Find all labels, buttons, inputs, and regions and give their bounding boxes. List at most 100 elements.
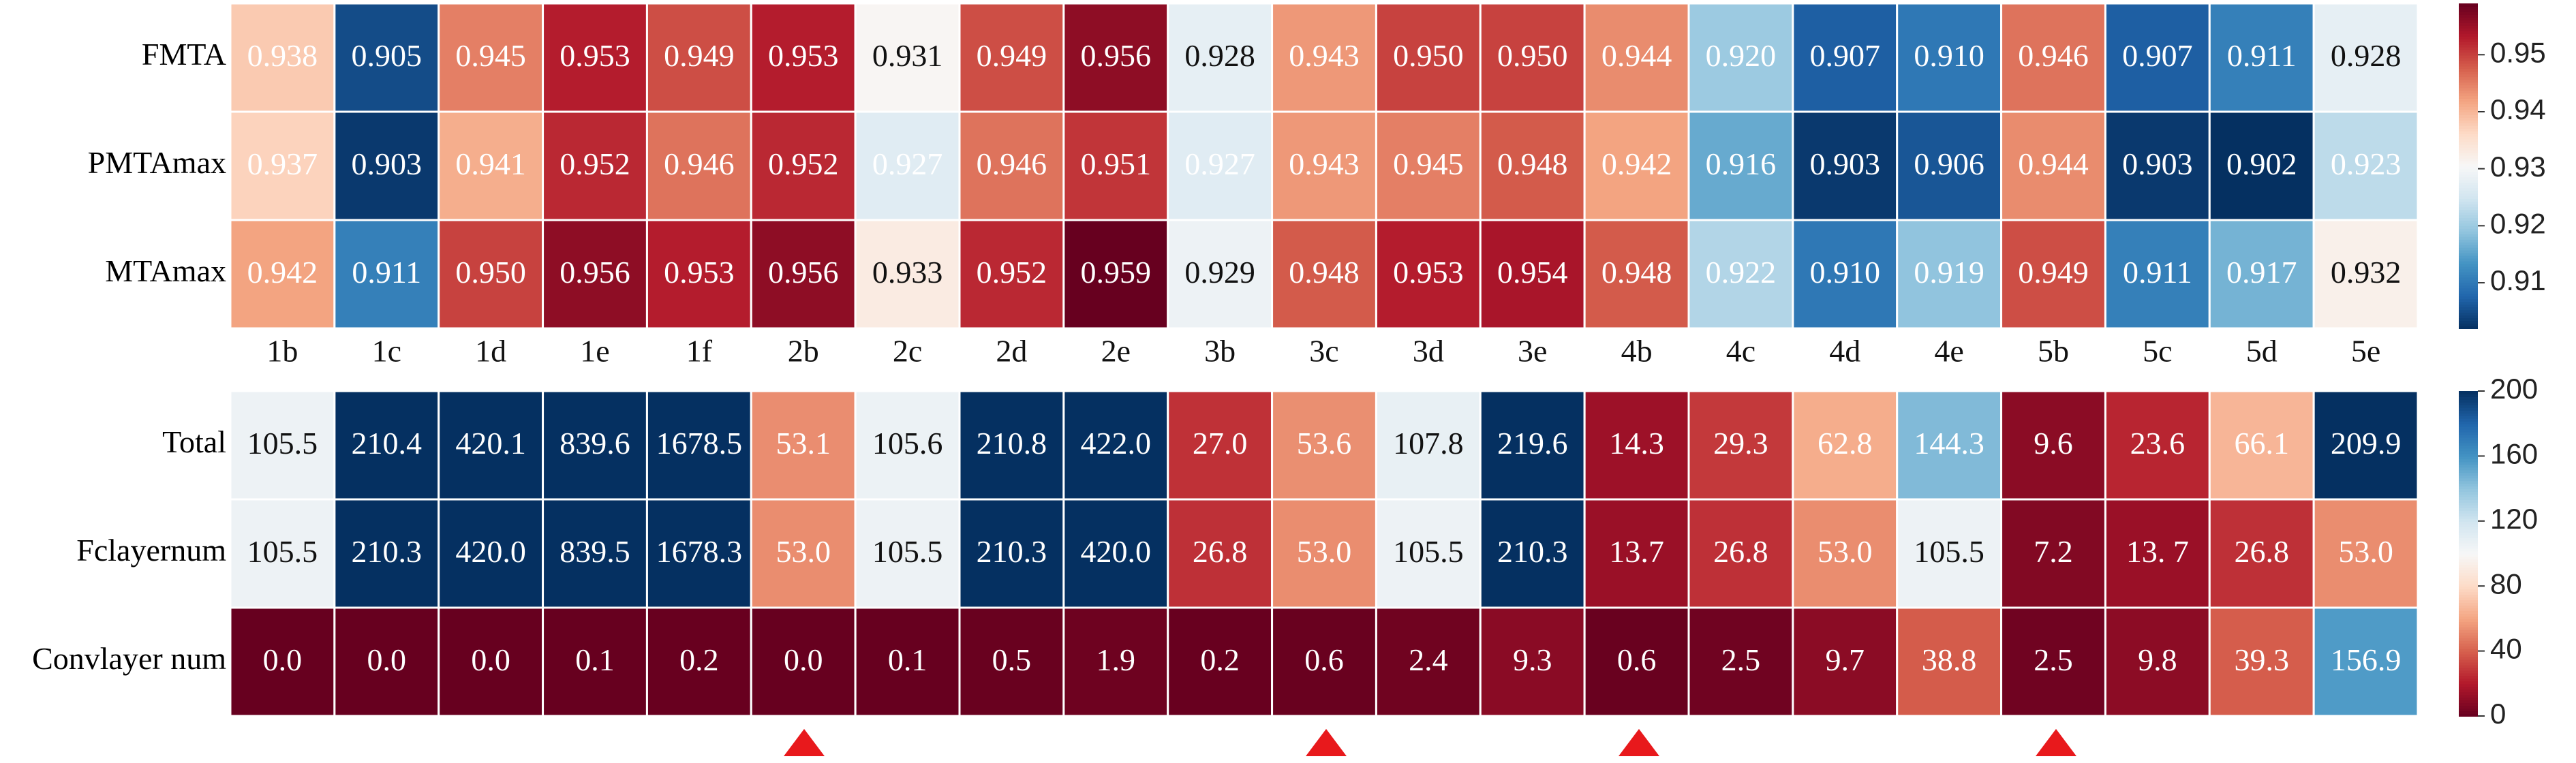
colorbar-segment xyxy=(2459,101,2478,105)
cell-label: 26.8 xyxy=(1713,534,1768,569)
colorbar-segment xyxy=(2459,160,2478,164)
colorbar-segment xyxy=(2459,266,2478,270)
heatmap-cell xyxy=(750,2,857,113)
heatmap-cell xyxy=(2000,390,2106,501)
heatmap-cell xyxy=(1271,498,1377,609)
colorbar-segment xyxy=(2459,155,2478,159)
heatmap-cell xyxy=(542,606,648,717)
heatmap-cell xyxy=(333,606,440,717)
colorbar-segment xyxy=(2459,580,2478,585)
heatmap-cell xyxy=(1792,606,1899,717)
colorbar-segment xyxy=(2459,298,2478,302)
colorbar-segment xyxy=(2459,274,2478,278)
column-label: 3d xyxy=(1413,334,1444,369)
column-label: 3e xyxy=(1518,334,1547,369)
colorbar-segment xyxy=(2459,74,2478,78)
colorbar-segment xyxy=(2459,76,2478,80)
colorbar-segment xyxy=(2459,258,2478,262)
cell-label: 0.922 xyxy=(1706,255,1777,290)
cell-label: 0.911 xyxy=(352,255,421,290)
colorbar-segment xyxy=(2459,475,2478,479)
heatmap-cell xyxy=(229,110,336,221)
cell-label: 144.3 xyxy=(1914,426,1984,461)
heatmap-cell xyxy=(542,110,648,221)
colorbar-segment xyxy=(2459,312,2478,316)
colorbar-segment xyxy=(2459,204,2478,208)
colorbar-segment xyxy=(2459,104,2478,108)
colorbar-segment xyxy=(2459,87,2478,91)
colorbar-segment xyxy=(2459,179,2478,183)
colorbar-segment xyxy=(2459,201,2478,205)
cell-label: 210.3 xyxy=(1497,534,1568,569)
heatmap-cell xyxy=(2312,2,2419,113)
cell-label: 0.928 xyxy=(2331,38,2402,73)
colorbar-segment xyxy=(2459,488,2478,493)
colorbar-segment xyxy=(2459,420,2478,424)
cell-label: 0.1 xyxy=(888,642,927,677)
column-label: 3c xyxy=(1309,334,1338,369)
cell-label: 0.952 xyxy=(559,146,630,181)
colorbar-segment xyxy=(2459,171,2478,175)
colorbar-segment xyxy=(2459,409,2478,414)
colorbar-segment xyxy=(2459,589,2478,593)
colorbar-segment xyxy=(2459,483,2478,487)
colorbar-segment xyxy=(2459,95,2478,99)
column-label: 4b xyxy=(1621,334,1653,369)
colorbar-segment xyxy=(2459,79,2478,83)
cell-label: 0.946 xyxy=(977,146,1047,181)
colorbar-segment xyxy=(2459,220,2478,223)
colorbar-segment xyxy=(2459,486,2478,490)
colorbar-segment xyxy=(2459,610,2478,614)
colorbar-segment xyxy=(2459,93,2478,97)
cell-label: 0.949 xyxy=(977,38,1047,73)
colorbar-segment xyxy=(2459,553,2478,557)
colorbar-segment xyxy=(2459,572,2478,576)
colorbar-segment xyxy=(2459,640,2478,644)
cell-label: 0.907 xyxy=(1810,38,1881,73)
column-label: 5e xyxy=(2351,334,2380,369)
colorbar-segment xyxy=(2459,512,2478,516)
colorbar-segment xyxy=(2459,84,2478,89)
heatmap-cell xyxy=(2208,606,2315,717)
colorbar-segment xyxy=(2459,642,2478,647)
colorbar-segment xyxy=(2459,217,2478,221)
cell-label: 9.3 xyxy=(1513,642,1552,677)
colorbar-segment xyxy=(2459,518,2478,522)
heatmap-cell xyxy=(2208,2,2315,113)
colorbar-segment xyxy=(2459,545,2478,549)
colorbar-segment xyxy=(2459,54,2478,59)
colorbar-segment xyxy=(2459,600,2478,604)
heatmap-cell xyxy=(958,606,1065,717)
colorbar-segment xyxy=(2459,578,2478,582)
heatmap-cell xyxy=(229,606,336,717)
cell-label: 839.6 xyxy=(559,426,630,461)
colorbar-segment xyxy=(2459,659,2478,663)
cell-label: 219.6 xyxy=(1497,426,1568,461)
cell-label: 0.933 xyxy=(872,255,943,290)
colorbar-segment xyxy=(2459,133,2478,137)
colorbar-segment xyxy=(2459,30,2478,34)
heatmap-cell xyxy=(1687,110,1794,221)
heatmap-cell xyxy=(645,498,752,609)
heatmap-cell xyxy=(2104,110,2211,221)
colorbar-segment xyxy=(2459,694,2478,698)
heatmap-cell xyxy=(1479,606,1586,717)
colorbar-segment xyxy=(2459,106,2478,110)
colorbar-segment xyxy=(2459,494,2478,498)
colorbar-segment xyxy=(2459,393,2478,397)
column-label: 5c xyxy=(2143,334,2172,369)
cell-label: 53.0 xyxy=(1818,534,1873,569)
heatmap-cell xyxy=(1583,219,1690,330)
cell-label: 2.5 xyxy=(1721,642,1761,677)
colorbar-segment xyxy=(2459,90,2478,94)
cell-label: 0.949 xyxy=(664,38,735,73)
cell-label: 0.0 xyxy=(784,642,823,677)
colorbar-segment xyxy=(2459,629,2478,633)
colorbar-segment xyxy=(2459,198,2478,202)
colorbar-segment xyxy=(2459,14,2478,18)
colorbar-segment xyxy=(2459,523,2478,527)
cell-label: 26.8 xyxy=(2234,534,2289,569)
heatmap-cell xyxy=(1896,498,2003,609)
heatmap-cell xyxy=(438,2,545,113)
colorbar-segment xyxy=(2459,491,2478,495)
